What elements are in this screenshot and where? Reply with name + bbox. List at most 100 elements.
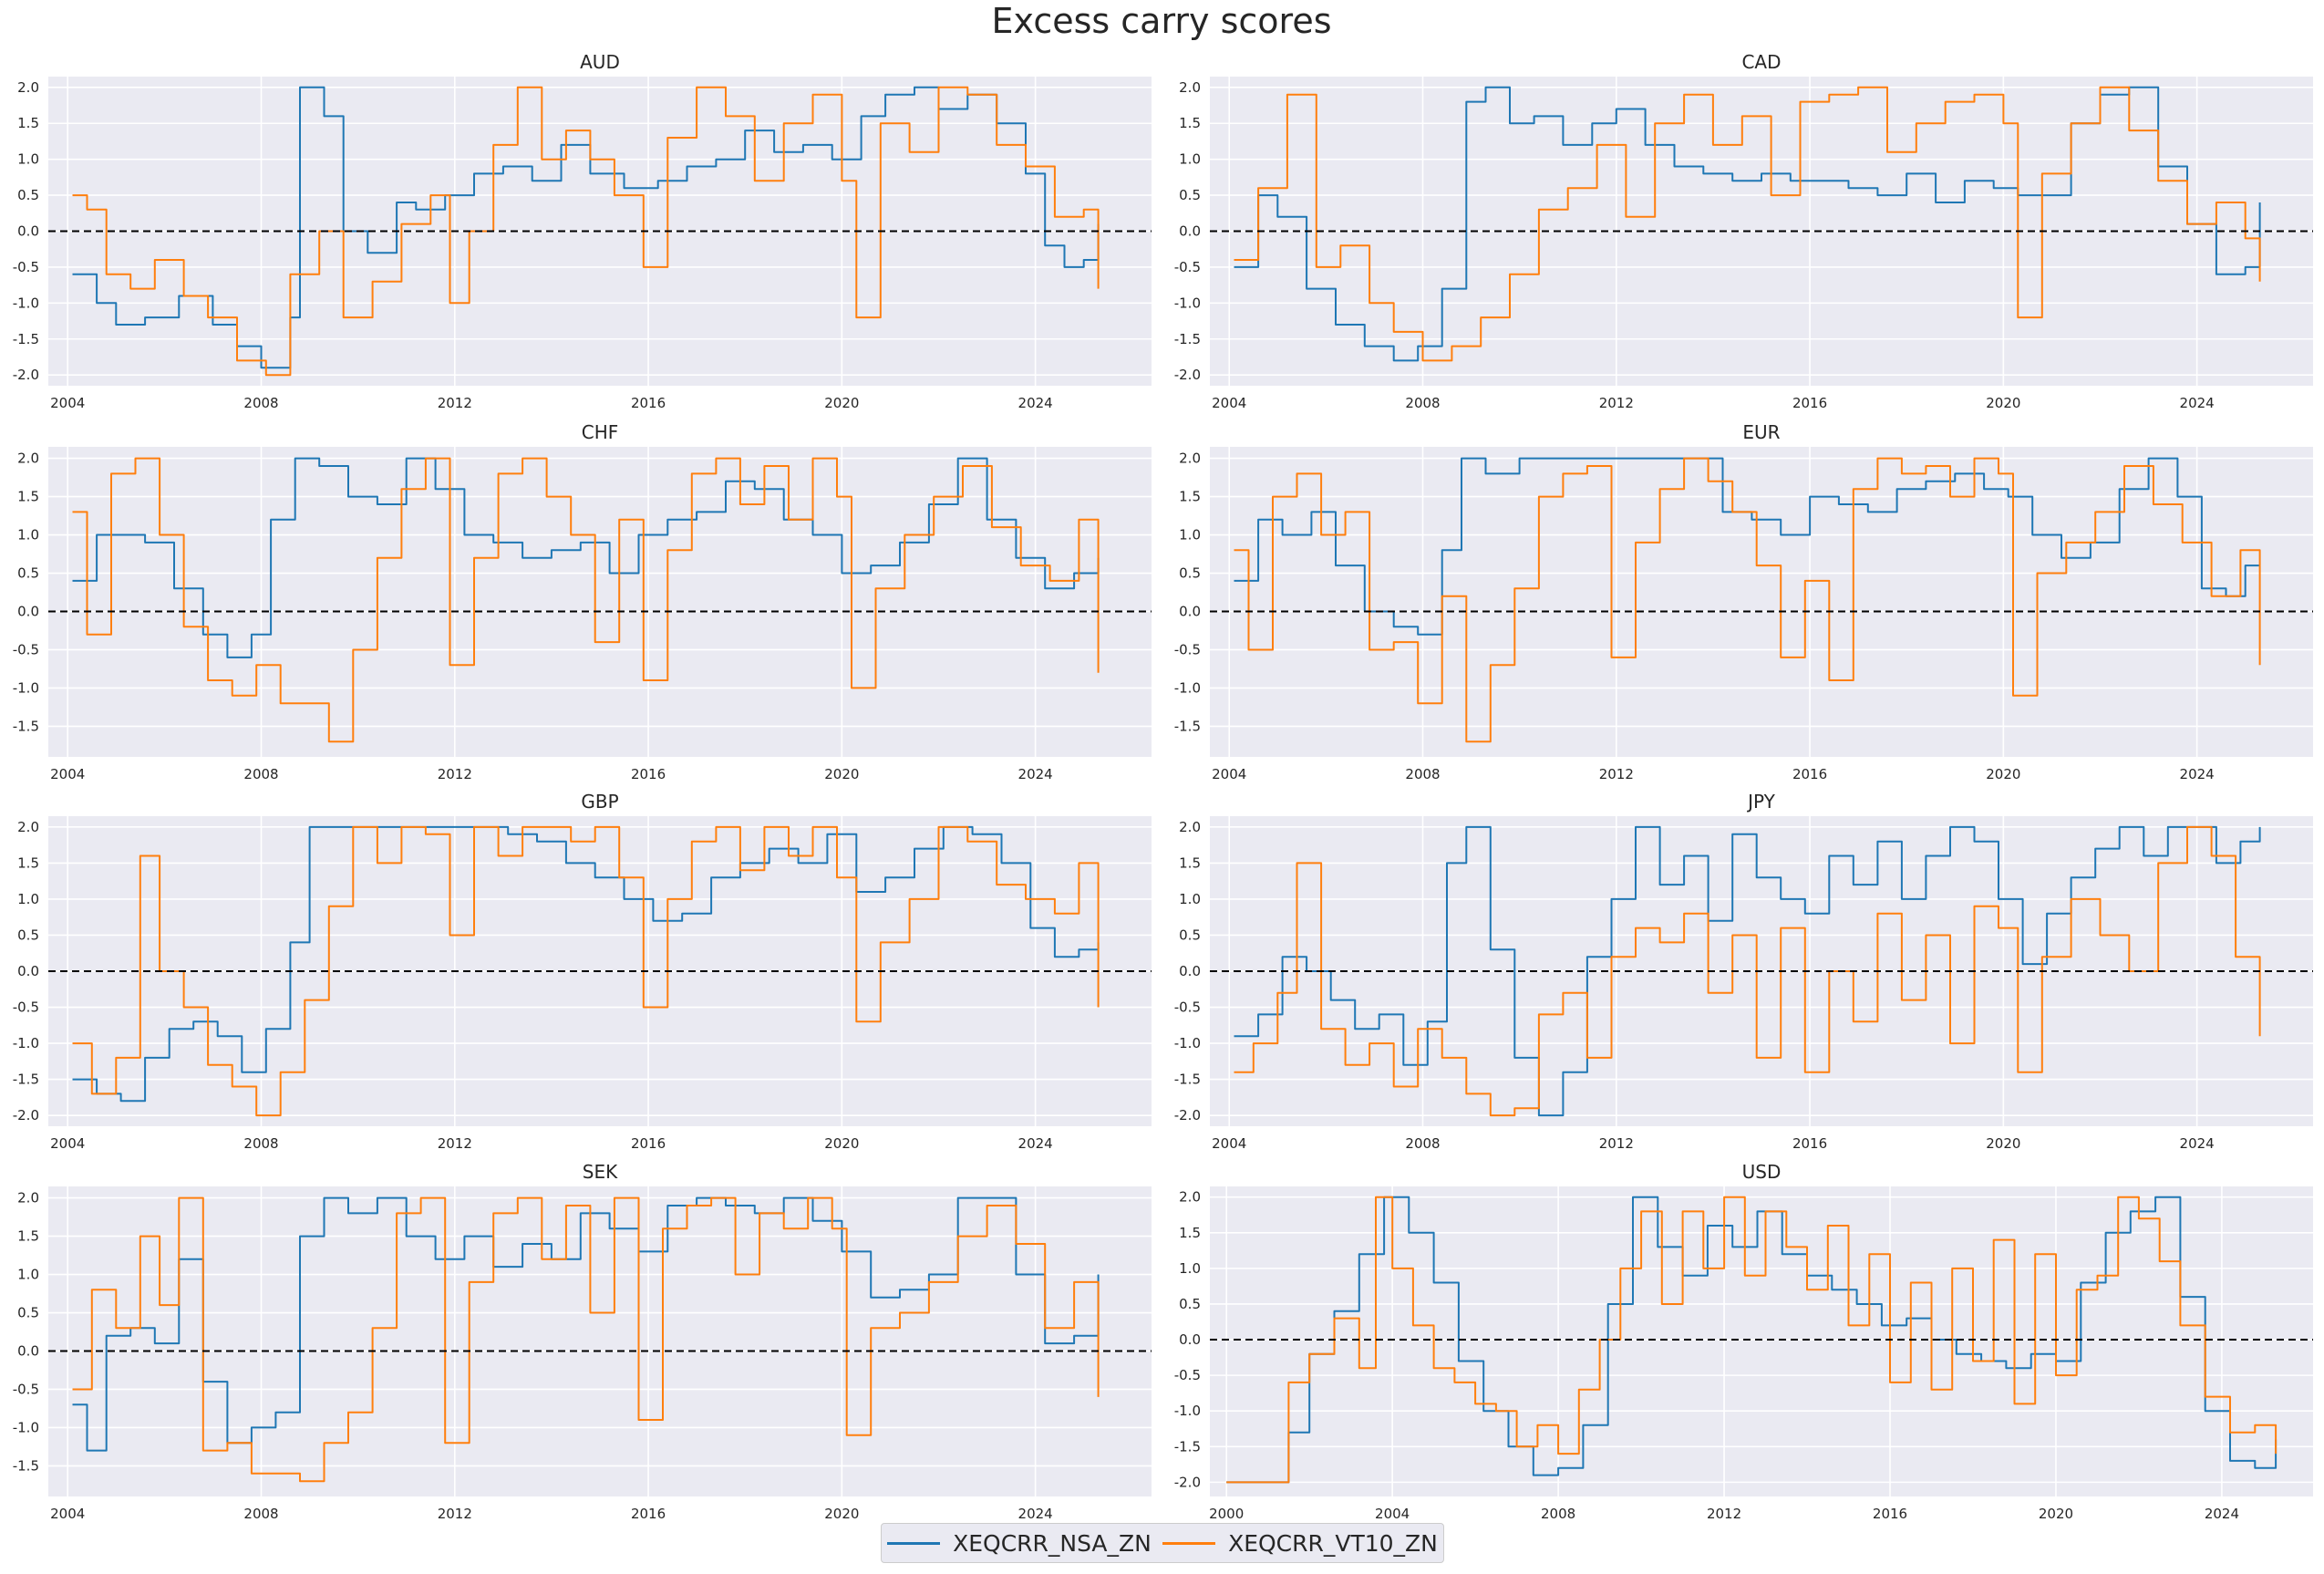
x-tick-label: 2024	[1018, 1135, 1053, 1152]
y-tick-label: 1.5	[1179, 115, 1201, 131]
y-tick-label: 0.0	[17, 223, 39, 240]
series-line-vt10-sek	[72, 1196, 1100, 1483]
y-tick-label: -0.5	[13, 1381, 39, 1397]
y-tick-label: -0.5	[13, 259, 39, 275]
y-tick-label: -0.5	[1174, 641, 1201, 658]
x-tick-label: 2004	[1212, 395, 1246, 411]
y-tick-label: -1.0	[1174, 295, 1201, 311]
x-tick-label: 2024	[1018, 395, 1053, 411]
y-tick-label: 0.5	[17, 1305, 39, 1321]
y-tick-label: 0.5	[1179, 565, 1201, 582]
x-tick-label: 2020	[1986, 766, 2020, 782]
x-tick-label: 2012	[1599, 395, 1634, 411]
y-tick-label: 2.0	[17, 819, 39, 835]
x-tick-label: 2024	[2180, 766, 2215, 782]
y-tick-label: -0.5	[13, 641, 39, 658]
panel-title-chf: CHF	[582, 421, 619, 443]
y-tick-label: 2.0	[17, 450, 39, 467]
series-line-vt10-jpy	[1234, 825, 2261, 1117]
series-line-vt10-eur	[1234, 457, 2261, 743]
y-tick-label: 2.0	[1179, 819, 1201, 835]
series-line-vt10-usd	[1226, 1196, 2278, 1484]
y-tick-label: 2.0	[1179, 1189, 1201, 1206]
x-tick-label: 2024	[2180, 395, 2215, 411]
y-tick-label: 1.5	[17, 489, 39, 505]
y-tick-label: 0.0	[1179, 603, 1201, 619]
y-tick-label: -1.5	[13, 1072, 39, 1088]
y-tick-label: -1.0	[1174, 679, 1201, 696]
x-tick-label: 2016	[1873, 1506, 1907, 1522]
legend-item-vt10: XEQCRR_VT10_ZN	[1162, 1530, 1438, 1557]
x-tick-label: 2004	[50, 395, 85, 411]
y-tick-label: -1.0	[13, 1035, 39, 1051]
y-tick-label: 1.5	[1179, 489, 1201, 505]
panel-title-gbp: GBP	[581, 791, 618, 813]
series-line-vt10-aud	[72, 86, 1100, 377]
y-tick-label: 0.0	[1179, 1331, 1201, 1348]
y-tick-label: -1.0	[13, 679, 39, 696]
y-tick-label: 0.5	[1179, 1296, 1201, 1312]
plot-area-eur	[1210, 447, 2313, 757]
plot-area-chf	[48, 447, 1152, 757]
y-tick-label: 1.5	[17, 115, 39, 131]
x-tick-label: 2020	[824, 766, 859, 782]
series-line-nsa-jpy	[1234, 825, 2261, 1117]
y-tick-label: -1.5	[1174, 1072, 1201, 1088]
x-tick-label: 2004	[1212, 1135, 1246, 1152]
x-tick-label: 2008	[243, 766, 278, 782]
panel-title-jpy: JPY	[1746, 791, 1776, 813]
x-tick-label: 2012	[438, 1135, 472, 1152]
x-tick-label: 2008	[1405, 395, 1440, 411]
x-tick-label: 2020	[1986, 395, 2020, 411]
panel-title-usd: USD	[1742, 1161, 1782, 1183]
y-tick-label: 1.0	[1179, 527, 1201, 544]
panel-title-cad: CAD	[1741, 51, 1781, 73]
x-tick-label: 2008	[1405, 766, 1440, 782]
y-tick-label: 0.0	[17, 1342, 39, 1359]
plot-area-usd	[1210, 1186, 2313, 1496]
legend-label-vt10: XEQCRR_VT10_ZN	[1228, 1529, 1438, 1557]
y-tick-label: 1.5	[1179, 1225, 1201, 1241]
y-tick-label: 2.0	[17, 1190, 39, 1206]
x-tick-label: 2004	[50, 1506, 85, 1522]
y-tick-label: 1.0	[17, 151, 39, 168]
y-tick-label: 2.0	[17, 79, 39, 96]
x-tick-label: 2012	[438, 1506, 472, 1522]
y-tick-label: 1.0	[17, 891, 39, 907]
y-tick-label: -2.0	[13, 367, 39, 383]
y-tick-label: 1.0	[17, 527, 39, 544]
panel-usd: 2000 2004 2008 2012 2016 2020 2024 -2.0 -1.5 -1.0…	[1174, 1161, 2313, 1522]
y-tick-label: -2.0	[1174, 1474, 1201, 1490]
x-tick-label: 2020	[824, 1506, 859, 1522]
y-tick-label: 0.5	[1179, 927, 1201, 943]
legend-label-nsa: XEQCRR_NSA_ZN	[953, 1529, 1152, 1557]
x-tick-label: 2008	[1405, 1135, 1440, 1152]
x-tick-label: 2004	[1375, 1506, 1410, 1522]
x-tick-label: 2016	[1792, 766, 1827, 782]
panel-chf: 2004 2008 2012 2016 2020 2024 -1.5 -1.0 -0.5 0.0 0…	[13, 421, 1152, 782]
x-tick-label: 2024	[1018, 766, 1053, 782]
y-tick-label: -2.0	[1174, 1107, 1201, 1124]
series-line-vt10-gbp	[72, 825, 1100, 1117]
x-tick-label: 2020	[1986, 1135, 2020, 1152]
panel-gbp: 2004 2008 2012 2016 2020 2024 -2.0 -1.5 -1.0 -0.5…	[13, 791, 1152, 1152]
legend-swatch-vt10	[1162, 1541, 1216, 1545]
panel-title-eur: EUR	[1742, 421, 1780, 443]
y-tick-label: 1.5	[17, 854, 39, 871]
y-tick-label: -1.0	[13, 295, 39, 311]
x-tick-label: 2016	[631, 1135, 666, 1152]
x-tick-label: 2016	[631, 395, 666, 411]
legend-item-nsa: XEQCRR_NSA_ZN	[887, 1530, 1152, 1557]
x-tick-label: 2004	[50, 766, 85, 782]
y-tick-label: 0.0	[1179, 223, 1201, 240]
y-tick-label: -1.5	[13, 1457, 39, 1474]
y-tick-label: 2.0	[1179, 79, 1201, 96]
y-tick-label: -1.5	[1174, 718, 1201, 734]
series-line-nsa-sek	[72, 1196, 1100, 1452]
y-tick-label: 0.0	[17, 963, 39, 979]
x-tick-label: 2016	[1792, 1135, 1827, 1152]
y-tick-label: -1.5	[13, 718, 39, 734]
y-tick-label: 1.0	[17, 1267, 39, 1283]
x-tick-label: 2008	[243, 1135, 278, 1152]
